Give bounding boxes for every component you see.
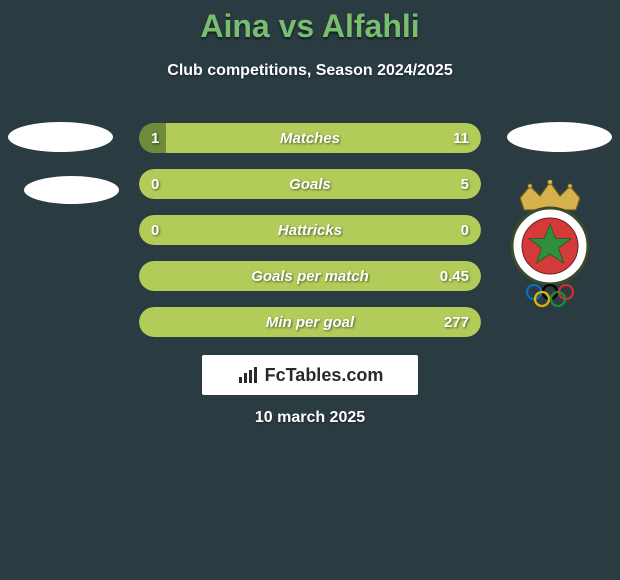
stat-bar-row: 0Hattricks0 <box>139 215 481 245</box>
bar-label: Min per goal <box>139 307 481 337</box>
subtitle: Club competitions, Season 2024/2025 <box>0 62 620 80</box>
stat-bar-row: 1Matches11 <box>139 123 481 153</box>
brand-box: FcTables.com <box>202 355 418 395</box>
bar-value-right: 0.45 <box>440 261 469 291</box>
bar-label: Goals <box>139 169 481 199</box>
bar-label: Goals per match <box>139 261 481 291</box>
team-crest <box>500 180 600 308</box>
bar-value-right: 11 <box>453 123 469 153</box>
brand-text: FcTables.com <box>265 365 384 386</box>
stat-bar-row: Min per goal277 <box>139 307 481 337</box>
right-badge-placeholder <box>507 122 612 152</box>
left-badge-placeholder-1 <box>8 122 113 152</box>
left-badge-placeholder-2 <box>24 176 119 204</box>
olympic-rings-icon <box>527 285 573 306</box>
bar-label: Matches <box>139 123 481 153</box>
bar-label: Hattricks <box>139 215 481 245</box>
stat-bar-row: Goals per match0.45 <box>139 261 481 291</box>
date-text: 10 march 2025 <box>0 409 620 427</box>
crown-icon <box>520 180 580 210</box>
chart-icon <box>237 365 261 385</box>
bar-value-right: 5 <box>461 169 469 199</box>
bar-value-right: 277 <box>444 307 469 337</box>
bar-value-right: 0 <box>461 215 469 245</box>
page-title: Aina vs Alfahli <box>0 8 620 45</box>
stat-bar-row: 0Goals5 <box>139 169 481 199</box>
stat-bars: 1Matches110Goals50Hattricks0Goals per ma… <box>139 123 481 353</box>
